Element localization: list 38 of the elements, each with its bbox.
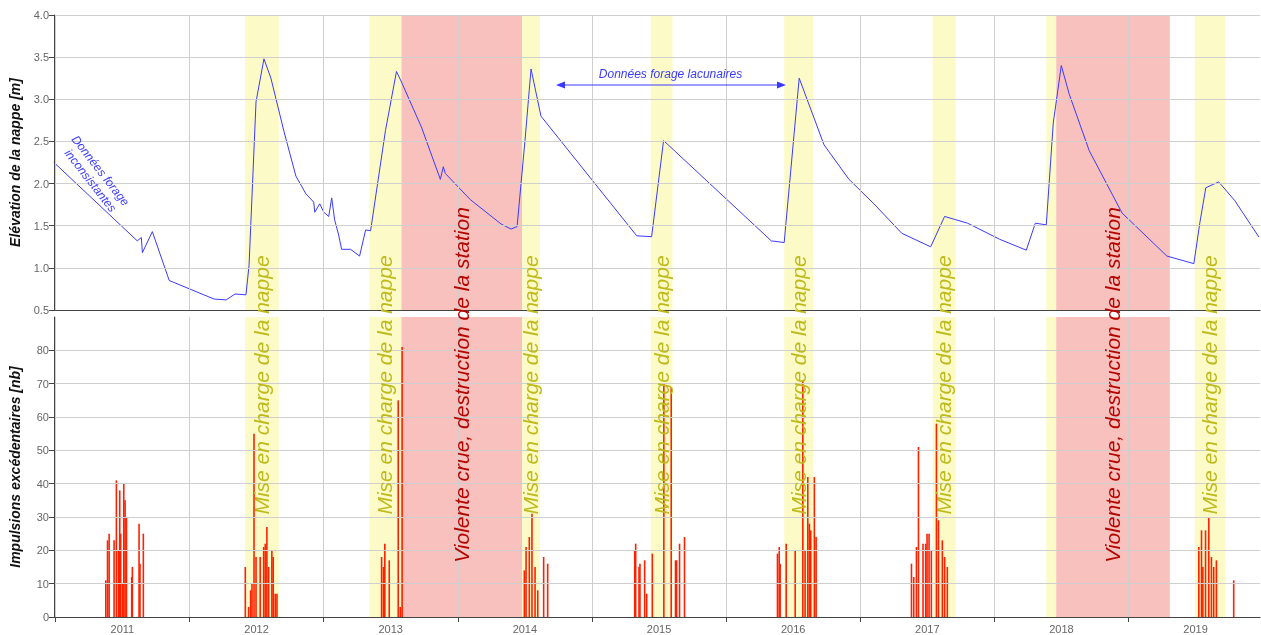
- band-label: Violente crue, destruction de la station: [1101, 207, 1126, 563]
- y-tick-label: 40: [36, 477, 49, 490]
- y-tick-label: 4.0: [33, 9, 49, 21]
- y-tick-label: 0.5: [33, 304, 49, 316]
- y-tick-label: 60: [36, 411, 49, 423]
- x-tick-label: 2014: [512, 622, 538, 635]
- x-tick-label: 2018: [1049, 622, 1074, 635]
- y-tick-label: 2.5: [33, 135, 49, 148]
- y-tick-label: 0: [42, 611, 49, 623]
- x-tick-label: 2016: [780, 622, 806, 635]
- y-axis-title: Impulsions excédentaires [nb]: [7, 364, 23, 568]
- y-axis-title: Elévation de la nappe [m]: [7, 76, 23, 247]
- x-tick-label: 2015: [646, 622, 672, 635]
- y-tick-label: 2.0: [33, 177, 49, 190]
- y-tick-label: 50: [36, 444, 49, 457]
- y-tick-label: 1.5: [33, 219, 49, 232]
- band-label: Mise en charge de la nappe: [519, 255, 544, 515]
- y-tick-label: 80: [36, 344, 49, 357]
- y-tick-label: 3.0: [33, 93, 49, 106]
- y-tick-label: 3.5: [33, 51, 49, 64]
- annotation: Données forage lacunaires: [598, 67, 743, 81]
- y-tick-label: 70: [36, 377, 49, 390]
- y-tick-label: 1.0: [33, 261, 49, 274]
- band-label: Mise en charge de la nappe: [1198, 255, 1223, 515]
- y-tick-label: 10: [36, 577, 49, 590]
- x-tick-label: 2019: [1183, 622, 1208, 635]
- band-label: Mise en charge de la nappe: [786, 255, 811, 515]
- band-label: Mise en charge de la nappe: [649, 255, 674, 515]
- y-tick-label: 20: [36, 544, 49, 557]
- x-tick-label: 2013: [378, 622, 403, 635]
- x-tick-label: 2011: [110, 622, 135, 635]
- band-label: Mise en charge de la nappe: [932, 255, 957, 515]
- x-tick-label: 2012: [244, 622, 269, 635]
- band-label: Mise en charge de la nappe: [373, 255, 398, 515]
- band-label: Violente crue, destruction de la station: [449, 207, 474, 563]
- x-tick-label: 2017: [915, 622, 940, 635]
- band-label: Mise en charge de la nappe: [249, 255, 274, 515]
- y-tick-label: 30: [36, 511, 49, 523]
